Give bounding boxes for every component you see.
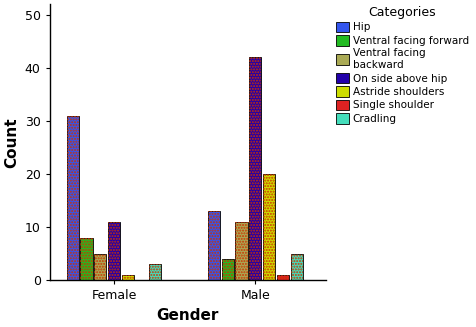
Bar <box>249 57 261 280</box>
Bar <box>263 174 275 280</box>
Bar <box>108 222 120 280</box>
Y-axis label: Count: Count <box>4 117 19 167</box>
Bar <box>236 222 248 280</box>
Bar <box>67 116 79 280</box>
Bar <box>67 116 79 280</box>
Bar <box>277 275 289 280</box>
Bar <box>149 264 161 280</box>
Bar <box>94 254 106 280</box>
Bar <box>80 238 92 280</box>
Bar <box>122 275 134 280</box>
Bar <box>208 211 220 280</box>
Bar <box>249 57 261 280</box>
Bar <box>290 254 303 280</box>
X-axis label: Gender: Gender <box>157 308 219 323</box>
Bar <box>80 238 92 280</box>
Legend: Hip, Ventral facing forward, Ventral facing
backward, On side above hip, Astride: Hip, Ventral facing forward, Ventral fac… <box>334 4 471 126</box>
Bar <box>94 254 106 280</box>
Bar <box>263 174 275 280</box>
Bar <box>236 222 248 280</box>
Bar <box>149 264 161 280</box>
Bar <box>222 259 234 280</box>
Bar <box>122 275 134 280</box>
Bar <box>222 259 234 280</box>
Bar <box>208 211 220 280</box>
Bar <box>277 275 289 280</box>
Bar <box>290 254 303 280</box>
Bar <box>108 222 120 280</box>
